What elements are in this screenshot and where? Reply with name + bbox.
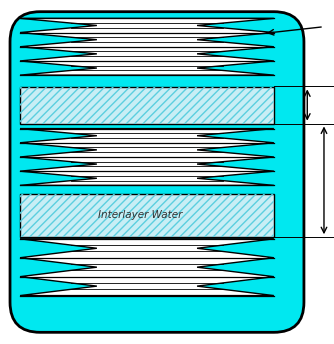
Polygon shape (20, 129, 274, 185)
Bar (20, 87, 274, 123)
Polygon shape (20, 18, 274, 75)
Bar (20, 194, 274, 237)
Polygon shape (20, 239, 274, 295)
Bar (20, 87, 274, 123)
Text: Interlayer Water: Interlayer Water (98, 211, 182, 221)
Bar (20, 194, 274, 237)
FancyBboxPatch shape (10, 12, 304, 332)
